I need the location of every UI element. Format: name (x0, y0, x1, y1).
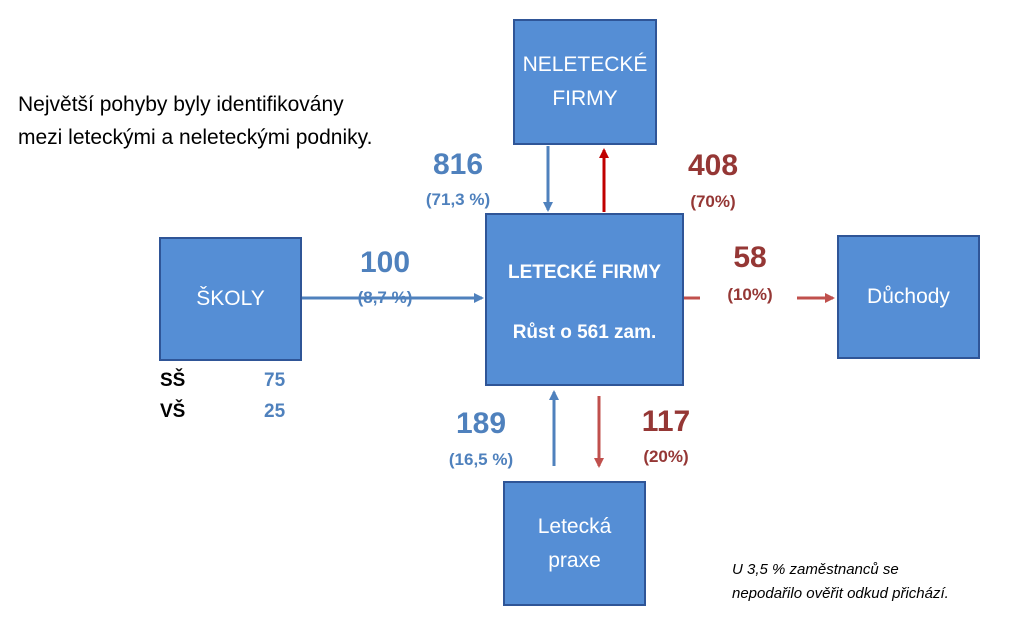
footnote-line-2: nepodařilo ověřit odkud přichází. (732, 585, 949, 602)
node-praxe-line-2: praxe (548, 548, 601, 572)
intro-line-1: Největší pohyby byly identifikovány (18, 93, 344, 116)
school-breakdown-row-vs-value: 25 (264, 401, 286, 422)
flow-praxe-out-value: 117 (641, 405, 691, 438)
flow-skoly-in-pct: (8,7 %) (357, 288, 413, 307)
node-letecke-subtitle: Růst o 561 zam. (512, 321, 657, 343)
intro-text: Největší pohyby byly identifikovány mezi… (18, 88, 372, 154)
flow-duchody-out-value: 58 (733, 241, 767, 274)
flow-skoly-in-value: 100 (359, 246, 411, 279)
flow-praxe-in-value: 189 (455, 407, 507, 440)
flow-praxe-in-pct: (16,5 %) (448, 450, 514, 469)
school-breakdown-row-ss-label: SŠ (160, 370, 186, 391)
node-duchody-label: Důchody (867, 285, 950, 308)
flow-neletecke-out-pct: (70%) (690, 192, 736, 211)
node-neletecke-firmy: NELETECKÉ FIRMY (513, 19, 657, 145)
node-skoly-label: ŠKOLY (196, 287, 265, 310)
intro-line-2: mezi leteckými a neleteckými podniky. (18, 126, 373, 149)
flow-praxe-out-pct: (20%) (643, 447, 689, 466)
node-praxe-line-1: Letecká (537, 514, 612, 538)
node-skoly: ŠKOLY (159, 237, 302, 361)
school-breakdown-row-ss-value: 75 (264, 370, 286, 391)
node-duchody: Důchody (837, 235, 980, 359)
node-neletecke-line-2: FIRMY (552, 87, 618, 110)
school-breakdown-row-vs-label: VŠ (160, 401, 186, 422)
footnote-line-1: U 3,5 % zaměstnanců se (732, 561, 899, 578)
flow-neletecke-in-value: 816 (432, 148, 484, 181)
node-letecke-firmy: LETECKÉ FIRMY Růst o 561 zam. (485, 213, 684, 386)
flow-duchody-out-pct: (10%) (727, 285, 773, 304)
node-letecke-title: LETECKÉ FIRMY (507, 261, 662, 283)
footnote: U 3,5 % zaměstnanců se nepodařilo ověřit… (732, 558, 949, 606)
flow-neletecke-out-value: 408 (687, 149, 739, 182)
flow-neletecke-in-pct: (71,3 %) (425, 190, 491, 209)
node-letecka-praxe: Letecká praxe (503, 481, 646, 606)
node-neletecke-line-1: NELETECKÉ (522, 53, 648, 76)
